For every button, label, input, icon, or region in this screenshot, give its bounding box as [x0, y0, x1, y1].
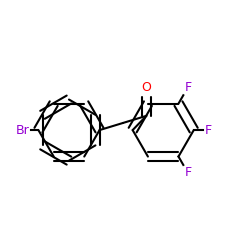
- Text: Br: Br: [16, 124, 30, 136]
- Text: O: O: [142, 82, 151, 94]
- Text: F: F: [184, 81, 192, 94]
- Text: F: F: [205, 124, 212, 136]
- Text: F: F: [184, 166, 192, 179]
